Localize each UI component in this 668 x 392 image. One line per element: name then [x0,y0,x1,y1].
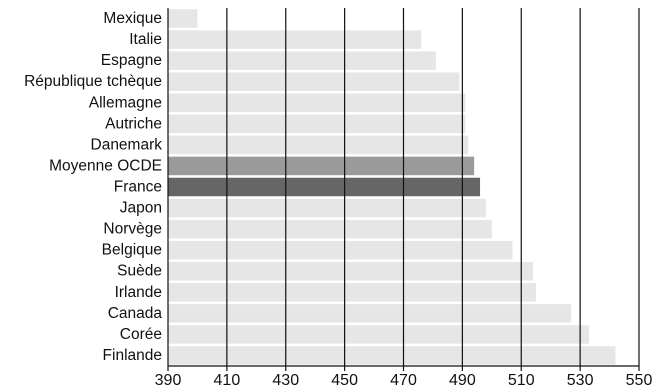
category-label-allemagne: Allemagne [89,94,162,111]
category-label-france: France [114,179,162,196]
category-label-irlande: Irlande [115,284,162,301]
bar-danemark [168,135,469,155]
bar-norvege [168,219,492,239]
category-label-republique-tcheque: République tchèque [24,73,162,90]
x-tick-label-410: 410 [214,372,241,389]
category-label-italie: Italie [129,31,162,48]
category-label-moyenne-ocde: Moyenne OCDE [49,157,162,174]
category-label-suede: Suède [117,263,162,280]
x-tick-label-390: 390 [155,372,182,389]
category-label-japon: Japon [120,200,162,217]
bar-autriche [168,114,466,134]
bar-suede [168,261,534,281]
x-tick-labels: 390 410 430 450 470 490 510 530 550 [155,366,653,389]
x-tick-label-470: 470 [390,372,417,389]
x-tick-label-450: 450 [331,372,358,389]
gridlines [226,8,640,366]
bar-france [168,177,481,197]
bar-italie [168,30,422,49]
category-label-belgique: Belgique [102,242,162,259]
category-label-coree: Corée [120,326,162,343]
bar-moyenne-ocde [168,156,475,176]
bars-layer [168,9,616,365]
bar-irlande [168,283,536,302]
category-label-autriche: Autriche [105,115,162,132]
bar-belgique [168,240,513,260]
category-label-espagne: Espagne [101,52,162,69]
bar-canada [168,304,572,323]
bar-allemagne [168,93,466,113]
x-tick-label-530: 530 [567,372,594,389]
bar-espagne [168,51,436,70]
x-tick-label-510: 510 [508,372,535,389]
category-label-finlande: Finlande [103,347,162,364]
bar-republique-tcheque [168,72,460,91]
category-labels: Mexique Italie Espagne République tchèque Al… [24,10,162,364]
bar-japon [168,198,486,218]
x-tick-label-490: 490 [449,372,476,389]
x-tick-label-430: 430 [272,372,299,389]
bar-finlande [168,346,616,365]
bar-mexique [168,9,198,28]
category-label-canada: Canada [108,305,163,322]
category-label-norvege: Norvège [103,221,162,238]
category-label-mexique: Mexique [103,10,162,27]
x-tick-label-550: 550 [626,372,653,389]
category-label-danemark: Danemark [91,136,163,153]
bar-coree [168,325,589,344]
